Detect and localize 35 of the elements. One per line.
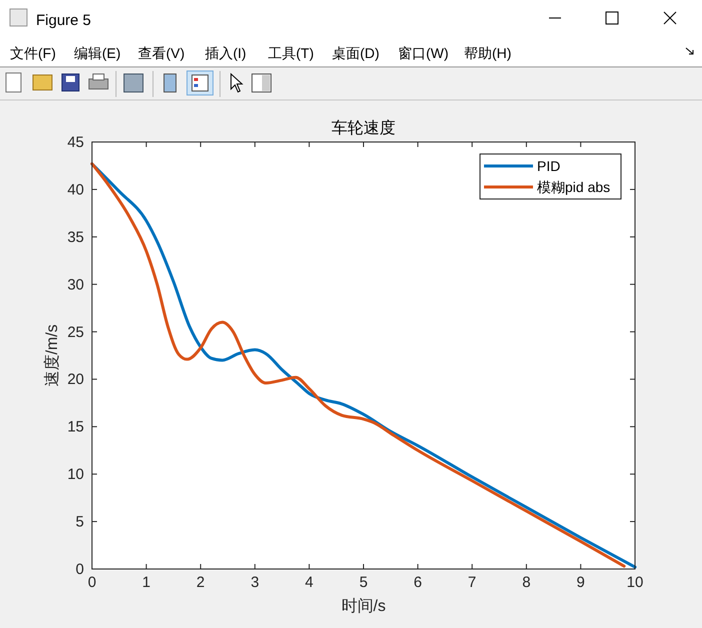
x-tick-label: 9 xyxy=(576,574,585,591)
x-tick-label: 8 xyxy=(522,574,531,591)
y-tick-label: 35 xyxy=(67,228,84,246)
y-tick-label: 10 xyxy=(67,466,84,484)
legend-label: 模糊pid abs xyxy=(537,179,610,195)
y-tick-label: 25 xyxy=(67,324,84,341)
y-tick-label: 30 xyxy=(67,276,84,294)
x-tick-label: 1 xyxy=(142,574,150,591)
y-tick-label: 20 xyxy=(67,371,84,388)
y-tick-label: 5 xyxy=(76,514,84,531)
text: 编辑(E) xyxy=(74,45,121,61)
legend-label: PID xyxy=(537,158,560,174)
x-tick-label: 3 xyxy=(250,574,260,591)
y-tick-label: 0 xyxy=(76,561,84,578)
x-axis-title: 时间/s xyxy=(341,597,386,615)
y-tick-label: 15 xyxy=(67,418,84,436)
text: 工具(T) xyxy=(268,45,314,61)
chart-title: 车轮速度 xyxy=(332,119,396,137)
y-tick-label: 40 xyxy=(67,181,84,198)
x-tick-label: 2 xyxy=(196,574,205,591)
text: 插入(I) xyxy=(205,45,246,61)
x-tick-label: 10 xyxy=(626,574,644,591)
y-tick-label: 45 xyxy=(67,134,84,151)
text: 桌面(D) xyxy=(332,45,380,61)
x-tick-label: 7 xyxy=(468,574,476,591)
text: 窗口(W) xyxy=(398,45,449,61)
text: 帮助(H) xyxy=(464,45,512,61)
text: 查看(V) xyxy=(138,45,185,61)
x-tick-label: 5 xyxy=(359,574,368,591)
x-tick-label: 0 xyxy=(88,574,96,591)
x-tick-label: 4 xyxy=(305,574,314,591)
text: 文件(F) xyxy=(10,45,56,61)
x-tick-label: 6 xyxy=(414,574,422,591)
caption: Figure 5 xyxy=(36,12,92,29)
y-axis-title: 速度/m/s xyxy=(43,324,61,387)
